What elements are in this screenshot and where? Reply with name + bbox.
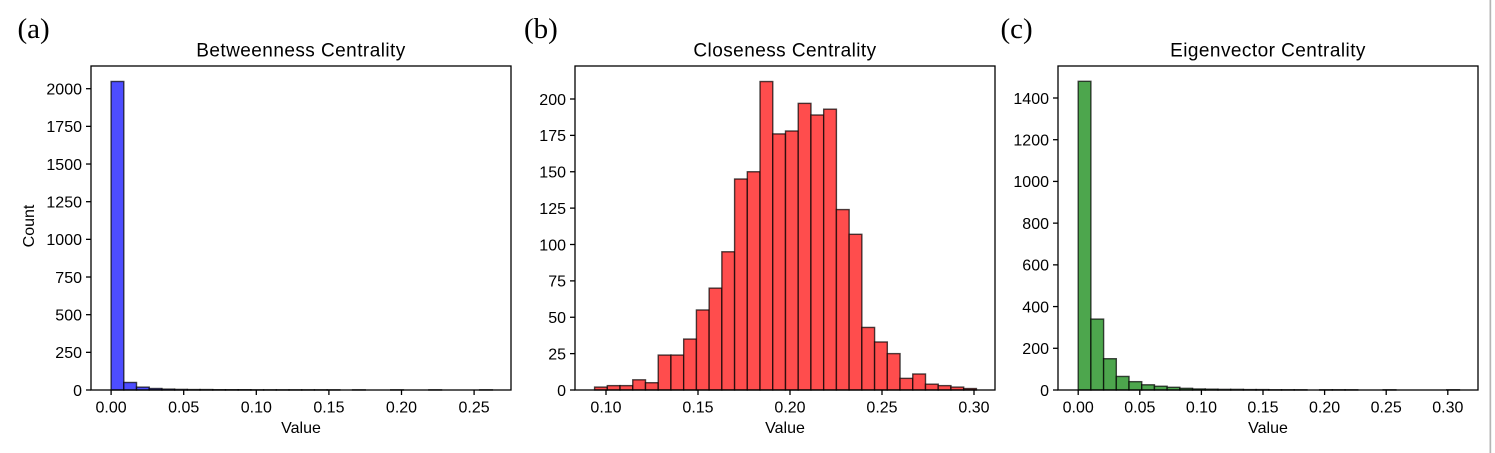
svg-text:Value: Value [1248,420,1288,437]
svg-text:0.00: 0.00 [1063,400,1094,417]
svg-text:0.20: 0.20 [774,400,805,417]
svg-text:500: 500 [55,307,82,324]
svg-text:0.20: 0.20 [1309,400,1340,417]
svg-text:(c): (c) [1001,13,1033,45]
svg-text:1400: 1400 [1013,91,1049,108]
svg-text:Value: Value [765,420,805,437]
svg-text:1000: 1000 [46,232,82,249]
svg-text:200: 200 [539,92,566,109]
svg-text:0.30: 0.30 [1432,400,1463,417]
svg-text:0: 0 [557,383,566,400]
svg-text:150: 150 [539,165,566,182]
svg-text:1750: 1750 [46,119,82,136]
svg-text:(a): (a) [18,13,50,45]
svg-text:0.25: 0.25 [866,400,897,417]
svg-text:1500: 1500 [46,157,82,174]
svg-text:0.25: 0.25 [1371,400,1402,417]
svg-text:0.10: 0.10 [1186,400,1217,417]
svg-text:0.00: 0.00 [96,400,127,417]
svg-text:0.20: 0.20 [386,400,417,417]
svg-text:175: 175 [539,128,566,145]
svg-text:2000: 2000 [46,82,82,99]
svg-text:50: 50 [548,310,566,327]
svg-text:Betweenness Centrality: Betweenness Centrality [196,40,406,61]
svg-text:Eigenvector Centrality: Eigenvector Centrality [1170,40,1366,61]
svg-text:Count: Count [21,204,38,247]
svg-text:25: 25 [548,346,566,363]
svg-text:600: 600 [1022,258,1049,275]
svg-text:75: 75 [548,274,566,291]
svg-text:0.25: 0.25 [459,400,490,417]
svg-text:125: 125 [539,201,566,218]
svg-text:0.05: 0.05 [168,400,199,417]
svg-text:1250: 1250 [46,194,82,211]
svg-text:1200: 1200 [1013,133,1049,150]
svg-text:Value: Value [281,420,321,437]
svg-text:400: 400 [1022,299,1049,316]
svg-text:Closeness Centrality: Closeness Centrality [693,40,876,61]
svg-text:(b): (b) [524,13,558,45]
svg-text:0.15: 0.15 [313,400,344,417]
svg-text:0.15: 0.15 [682,400,713,417]
svg-text:0.10: 0.10 [590,400,621,417]
svg-text:0.10: 0.10 [241,400,272,417]
svg-text:800: 800 [1022,216,1049,233]
svg-text:0.15: 0.15 [1247,400,1278,417]
svg-text:250: 250 [55,345,82,362]
svg-text:200: 200 [1022,341,1049,358]
svg-text:1000: 1000 [1013,174,1049,191]
svg-text:0: 0 [73,383,82,400]
svg-text:0.30: 0.30 [958,400,989,417]
svg-text:0.05: 0.05 [1124,400,1155,417]
svg-text:0: 0 [1040,383,1049,400]
svg-text:750: 750 [55,270,82,287]
svg-text:100: 100 [539,237,566,254]
